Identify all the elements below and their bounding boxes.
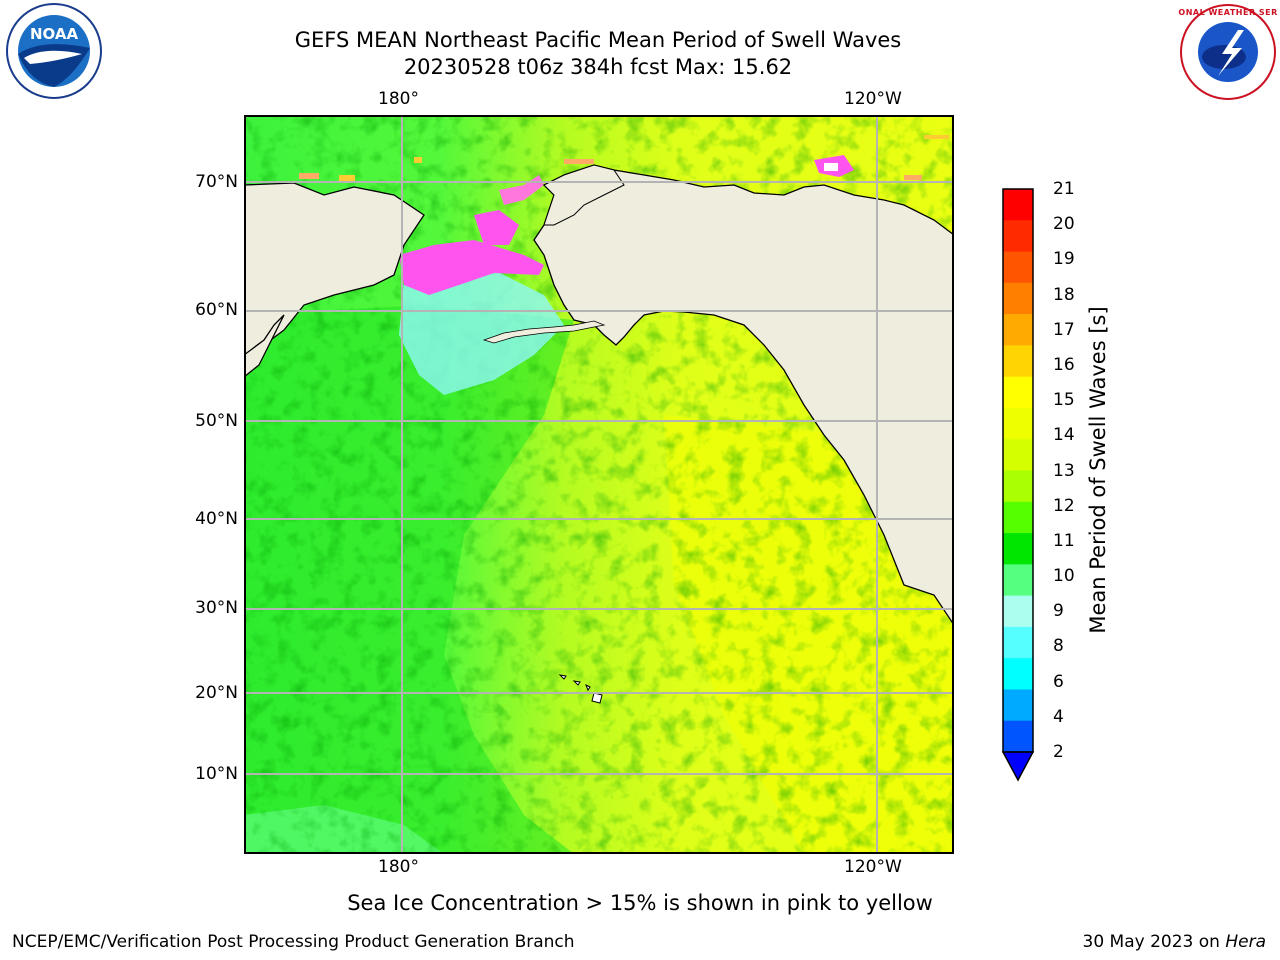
colorbar-label: 20	[1053, 214, 1075, 235]
sea-ice-pink-strait	[474, 210, 519, 245]
colorbar-label: 8	[1053, 636, 1064, 657]
colorbar-segment	[1003, 376, 1033, 409]
credit-date: 30 May 2023 on	[1082, 932, 1220, 952]
sea-ice-footnote: Sea Ice Concentration > 15% is shown in …	[347, 891, 933, 915]
colorbar-segment	[1003, 501, 1033, 534]
colorbar-segment	[1003, 626, 1033, 659]
colorbar-border	[1002, 188, 1034, 753]
colorbar-segment	[1003, 658, 1033, 690]
ice-speck	[924, 135, 949, 139]
lat-tick-20n: 20°N	[195, 683, 238, 703]
colorbar-label: 17	[1053, 319, 1075, 340]
colorbar	[1001, 188, 1035, 782]
colorbar-segment	[1003, 439, 1033, 471]
map-subtitle: 20230528 t06z 384h fcst Max: 15.62	[403, 55, 793, 79]
colorbar-label: 13	[1053, 460, 1075, 481]
colorbar-segment	[1003, 189, 1033, 221]
ice-speck	[564, 159, 594, 164]
lat-tick-50n: 50°N	[195, 411, 238, 431]
ice-speck	[339, 175, 355, 181]
lon-tick-bottom-120w: 120°W	[844, 857, 902, 877]
hawaii-islands	[558, 674, 603, 704]
colorbar-label: 14	[1053, 425, 1075, 446]
colorbar-label: 15	[1053, 390, 1075, 411]
colorbar-segment	[1003, 595, 1033, 628]
lon-tick-top-120w: 120°W	[844, 89, 902, 109]
colorbar-extend-arrow	[1001, 751, 1035, 782]
bering-cyan	[399, 265, 564, 395]
lat-tick-40n: 40°N	[195, 509, 238, 529]
sea-ice-pink	[399, 240, 544, 295]
colorbar-segment	[1003, 220, 1033, 253]
colorbar-label: 16	[1053, 354, 1075, 375]
colorbar-segment	[1003, 251, 1033, 284]
ice-speck	[904, 175, 922, 180]
colorbar-label: 18	[1053, 284, 1075, 305]
colorbar-segment	[1003, 689, 1033, 722]
colorbar-label: 12	[1053, 495, 1075, 516]
colorbar-segment	[1003, 564, 1033, 597]
colorbar-segment	[1003, 282, 1033, 315]
colorbar-segment	[1003, 470, 1033, 503]
colorbar-label: 19	[1053, 249, 1075, 270]
colorbar-label: 11	[1053, 530, 1075, 551]
colorbar-title: Mean Period of Swell Waves [s]	[1086, 306, 1110, 634]
noaa-logo-text: NOAA	[30, 25, 79, 43]
sea-ice-white	[824, 163, 838, 171]
lat-tick-60n: 60°N	[195, 300, 238, 320]
lat-tick-10n: 10°N	[195, 764, 238, 784]
credit-left: NCEP/EMC/Verification Post Processing Pr…	[12, 932, 575, 952]
credit-right: 30 May 2023 on Hera	[1083, 932, 1267, 952]
colorbar-segment	[1003, 314, 1033, 346]
colorbar-segment	[1003, 533, 1033, 565]
lon-tick-top-180: 180°	[378, 89, 419, 109]
ice-speck	[414, 157, 422, 163]
colorbar-segment	[1003, 407, 1033, 440]
colorbar-label: 9	[1053, 601, 1064, 622]
colorbar-segment	[1003, 345, 1033, 378]
graticule	[244, 115, 954, 854]
map-title: GEFS MEAN Northeast Pacific Mean Period …	[294, 28, 902, 52]
land-kamchatka	[244, 314, 285, 378]
ice-speck	[299, 173, 319, 179]
map-border	[244, 115, 954, 854]
colorbar-label: 10	[1053, 566, 1075, 587]
lat-tick-30n: 30°N	[195, 598, 238, 618]
credit-machine: Hera	[1225, 932, 1266, 952]
aleutian-islands	[482, 320, 606, 344]
lon-tick-bottom-180: 180°	[378, 857, 419, 877]
land-alaska-west	[543, 164, 625, 226]
map-panel	[244, 115, 954, 854]
lat-tick-70n: 70°N	[195, 172, 238, 192]
colorbar-label: 2	[1053, 742, 1064, 762]
nws-logo-text: NATIONAL WEATHER SERVICE	[1178, 8, 1278, 17]
land-alaska	[533, 115, 954, 627]
colorbar-label: 6	[1053, 671, 1064, 692]
colorbar-segment	[1003, 720, 1033, 753]
colorbar-label: 21	[1053, 179, 1075, 199]
colorbar-label: 4	[1053, 706, 1064, 727]
nws-logo: NATIONAL WEATHER SERVICE	[1178, 4, 1278, 100]
noaa-logo: NOAA	[6, 3, 102, 99]
